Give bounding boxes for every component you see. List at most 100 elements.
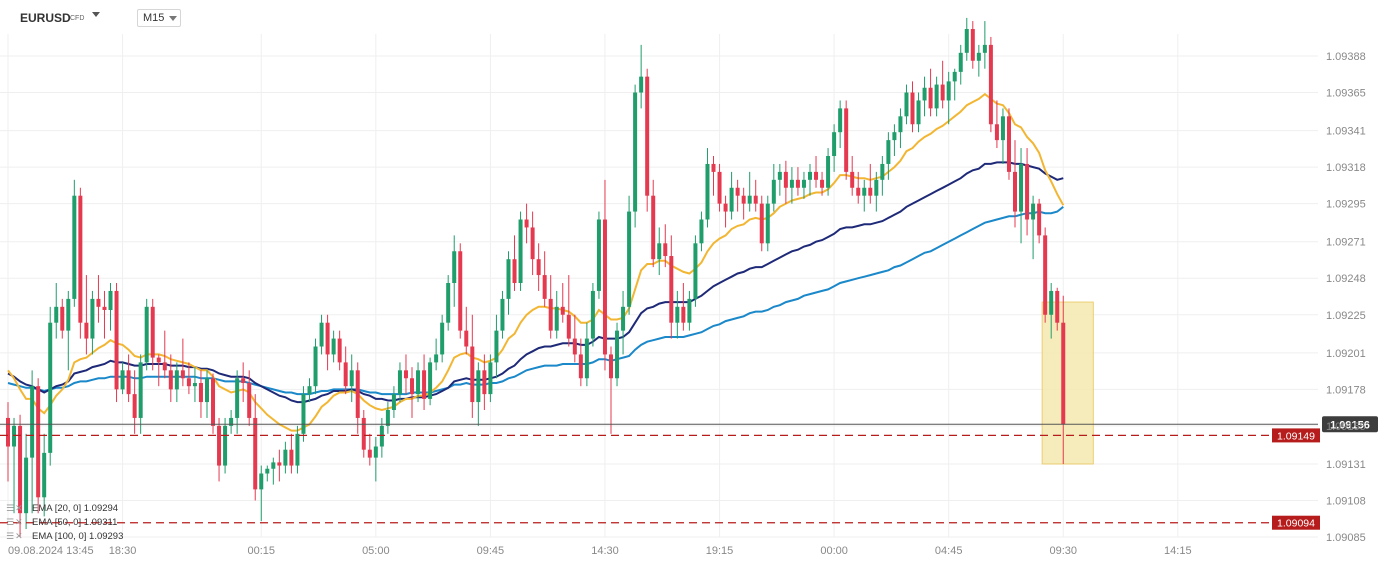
indicator-settings-icon[interactable]: ☰✕ — [6, 530, 24, 541]
x-tick-label: 04:45 — [935, 545, 963, 557]
candle-body — [868, 187, 873, 196]
current-price-label: 1.09156 — [1330, 419, 1370, 431]
x-tick-label: 14:15 — [1164, 545, 1192, 557]
candle — [223, 417, 228, 474]
candle-body — [325, 322, 330, 355]
y-tick-label: 1.09271 — [1326, 237, 1366, 249]
candle — [355, 362, 360, 434]
candle-body — [319, 322, 324, 347]
candle-body — [795, 179, 800, 188]
candle-body — [596, 219, 601, 291]
candle — [777, 163, 782, 196]
candle — [994, 100, 999, 149]
candle-body — [379, 425, 384, 447]
y-tick-label: 1.09225 — [1326, 310, 1366, 322]
candle — [385, 402, 390, 434]
candle — [410, 367, 415, 418]
candle — [940, 60, 945, 109]
candle-body — [259, 473, 264, 490]
candle-body — [554, 306, 559, 331]
candle — [615, 322, 620, 387]
candle-body — [96, 298, 101, 307]
candle-body — [1043, 235, 1048, 315]
y-tick-label: 1.09365 — [1326, 88, 1366, 100]
candle — [229, 410, 234, 434]
y-tick-label: 1.09248 — [1326, 273, 1366, 285]
legend-ema-20[interactable]: ☰✕ EMA [20, 0] 1.09294 — [6, 501, 123, 515]
candle — [434, 338, 439, 371]
candle-body — [982, 44, 987, 53]
candle-body — [289, 449, 294, 466]
candle — [186, 362, 191, 395]
candle-body — [518, 219, 523, 284]
candle — [874, 171, 879, 212]
candle-body — [446, 283, 451, 323]
candle-body — [958, 52, 963, 72]
candle — [1031, 195, 1036, 260]
candle-body — [277, 462, 282, 466]
indicator-settings-icon[interactable]: ☰✕ — [6, 502, 24, 513]
candle — [253, 394, 258, 501]
candle — [1000, 108, 1005, 164]
x-tick-label: 14:30 — [591, 545, 619, 557]
candle — [198, 370, 203, 418]
candle — [458, 243, 463, 339]
candle — [78, 187, 83, 339]
candle — [675, 290, 680, 339]
candle-body — [235, 378, 240, 418]
candle — [452, 235, 457, 307]
candle — [96, 275, 101, 323]
legend-ema-100[interactable]: ☰✕ EMA [100, 0] 1.09293 — [6, 529, 123, 543]
candle-body — [416, 370, 421, 395]
symbol-name[interactable]: EURUSD — [20, 11, 71, 25]
y-tick-label: 1.09108 — [1326, 495, 1366, 507]
candle — [114, 283, 119, 403]
candle-body — [150, 306, 155, 358]
indicator-settings-icon[interactable]: ☰✕ — [6, 516, 24, 527]
ema-layer — [7, 92, 1065, 432]
x-tick-label: 19:15 — [706, 545, 734, 557]
candle — [807, 163, 812, 196]
candle-body — [994, 124, 999, 141]
candle-body — [807, 171, 812, 180]
price-level-label: 1.09094 — [1277, 518, 1315, 530]
candle-body — [699, 219, 704, 244]
candle-body — [72, 195, 77, 299]
candle — [265, 465, 270, 482]
candle-body — [217, 425, 222, 466]
candle — [174, 362, 179, 403]
legend-ema-50[interactable]: ☰✕ EMA [50, 0] 1.09311 — [6, 515, 123, 529]
candle — [84, 275, 89, 355]
candle — [1019, 148, 1024, 244]
candle — [560, 283, 565, 323]
candle — [500, 290, 505, 339]
candle — [681, 283, 686, 331]
candle — [247, 370, 252, 426]
candle-body — [18, 425, 23, 514]
candle — [108, 283, 113, 331]
candle-body — [741, 195, 746, 204]
candle — [856, 171, 861, 204]
candle — [602, 179, 607, 371]
candle-body — [874, 179, 879, 196]
y-tick-label: 1.09341 — [1326, 126, 1366, 138]
candle — [868, 163, 873, 204]
candle-body — [265, 468, 270, 474]
candle — [645, 68, 650, 212]
candle-body — [1000, 116, 1005, 141]
candle — [403, 354, 408, 395]
candle-body — [783, 171, 788, 188]
candle-body — [271, 462, 276, 469]
candle-body — [84, 322, 89, 339]
chevron-down-icon[interactable] — [92, 12, 100, 17]
candle — [156, 354, 161, 387]
timeframe-selector[interactable]: M15 — [137, 9, 181, 27]
candle — [765, 195, 770, 252]
candle — [217, 417, 222, 482]
legend-label: EMA [100, 0] 1.09293 — [32, 530, 124, 542]
candle-body — [349, 370, 354, 387]
candle — [862, 179, 867, 212]
candle-body — [705, 163, 710, 220]
candle-body — [42, 452, 47, 498]
